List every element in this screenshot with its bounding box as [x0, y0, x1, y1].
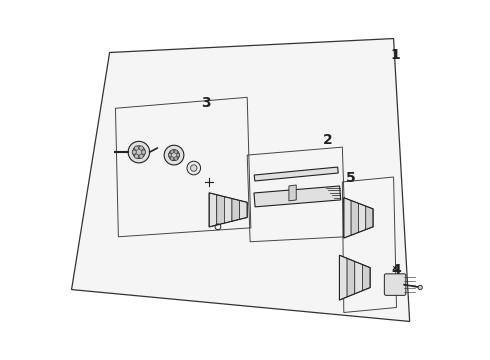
- Circle shape: [176, 153, 180, 157]
- Polygon shape: [254, 186, 341, 207]
- Ellipse shape: [128, 141, 149, 163]
- Circle shape: [132, 150, 136, 154]
- Text: 3: 3: [201, 96, 211, 110]
- Polygon shape: [254, 167, 338, 181]
- Circle shape: [134, 146, 139, 150]
- Circle shape: [170, 157, 174, 160]
- Polygon shape: [217, 195, 224, 225]
- Text: 2: 2: [323, 133, 333, 147]
- Circle shape: [170, 150, 174, 153]
- Ellipse shape: [191, 165, 197, 171]
- Ellipse shape: [169, 150, 179, 161]
- Circle shape: [139, 146, 144, 150]
- Polygon shape: [209, 193, 217, 227]
- Circle shape: [168, 153, 172, 157]
- Polygon shape: [363, 265, 370, 291]
- Polygon shape: [289, 185, 296, 201]
- Polygon shape: [232, 198, 240, 221]
- Text: 5: 5: [346, 171, 356, 185]
- FancyBboxPatch shape: [384, 274, 406, 295]
- Ellipse shape: [133, 146, 145, 158]
- Polygon shape: [366, 206, 373, 230]
- Circle shape: [139, 154, 144, 158]
- Ellipse shape: [418, 285, 422, 289]
- Polygon shape: [355, 261, 363, 294]
- Polygon shape: [340, 255, 347, 300]
- Polygon shape: [344, 198, 351, 238]
- Text: 1: 1: [390, 49, 400, 63]
- Circle shape: [142, 150, 146, 154]
- Text: 4: 4: [391, 263, 401, 276]
- Circle shape: [174, 150, 178, 153]
- Ellipse shape: [164, 145, 184, 165]
- Polygon shape: [359, 203, 366, 233]
- Polygon shape: [72, 39, 410, 321]
- Polygon shape: [240, 201, 247, 219]
- Polygon shape: [351, 201, 359, 235]
- Polygon shape: [347, 258, 355, 297]
- Circle shape: [174, 157, 178, 160]
- Circle shape: [134, 154, 139, 158]
- Polygon shape: [224, 197, 232, 223]
- Ellipse shape: [187, 161, 200, 175]
